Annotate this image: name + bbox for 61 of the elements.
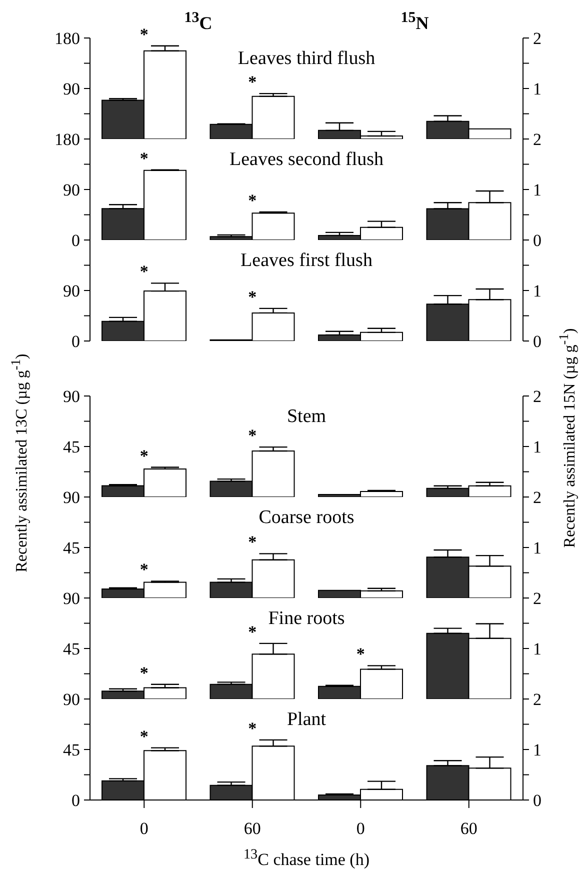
x-axis-title: $^{13}$C chase time (h) — [243, 846, 370, 869]
y2-tick-label: 0 — [533, 791, 542, 810]
y-tick-label: 90 — [63, 282, 80, 301]
annotation: * — [248, 287, 257, 306]
annotation: * — [248, 72, 257, 92]
x-tick-label: 0 — [140, 819, 148, 838]
y2-tick-label: 2 — [533, 130, 542, 150]
text: Fine roots — [268, 608, 345, 629]
text: Leaves first flush — [240, 250, 372, 271]
y2-tick-label: 1 — [533, 538, 542, 558]
text: $^{15}$N — [400, 10, 429, 33]
y2-tick-label: 1 — [533, 640, 542, 659]
annotation: * — [140, 262, 148, 282]
text: Leaves second flush — [229, 149, 384, 170]
x-tick-label: 60 — [460, 819, 478, 838]
y2-tick-label: 0 — [533, 332, 542, 352]
y-tick-label: 90 — [63, 488, 80, 508]
y2-tick-label: 1 — [533, 740, 542, 760]
text: Coarse roots — [258, 507, 354, 528]
y-tick-label: 0 — [72, 332, 80, 352]
annotation: * — [140, 24, 148, 44]
y2-tick-label: 2 — [533, 387, 542, 406]
annotation: * — [248, 532, 257, 552]
y-tick-label: 180 — [54, 130, 80, 150]
y-tick-label: 45 — [63, 640, 80, 659]
y-tick-label: 45 — [63, 438, 80, 457]
y-tick-label: 180 — [54, 29, 80, 48]
annotation: * — [248, 190, 257, 210]
annotation: * — [140, 663, 148, 682]
y2-tick-label: 0 — [533, 231, 542, 250]
y2-tick-label: 1 — [533, 80, 542, 99]
y-tick-label: 90 — [63, 690, 80, 710]
annotation: * — [248, 426, 257, 446]
x-tick-label: 0 — [356, 819, 365, 838]
text: $^{13}$C — [184, 10, 212, 33]
annotation: * — [140, 726, 148, 746]
annotation: * — [140, 148, 148, 168]
y-tick-label: 90 — [63, 387, 80, 406]
y2-tick-label: 1 — [533, 282, 542, 301]
y2-tick-label: 2 — [533, 690, 542, 710]
y-tick-label: 90 — [63, 80, 80, 99]
text: Plant — [286, 709, 326, 730]
y-tick-label: 90 — [63, 589, 80, 608]
y2-tick-label: 1 — [533, 180, 542, 200]
y-tick-label: 90 — [63, 180, 80, 200]
x-tick-label: 60 — [244, 819, 261, 838]
annotation: * — [248, 718, 257, 738]
y2-tick-label: 2 — [533, 488, 542, 508]
y2-tick-label: 1 — [533, 438, 542, 457]
text: Stem — [286, 406, 326, 427]
annotation: * — [356, 644, 365, 664]
y-tick-label: 45 — [63, 740, 80, 760]
y-tick-label: 0 — [72, 231, 80, 250]
annotation: * — [248, 622, 257, 642]
annotation: * — [140, 560, 148, 580]
text: Leaves third flush — [238, 48, 376, 69]
y-tick-label: 45 — [63, 538, 80, 558]
y-tick-label: 0 — [72, 791, 80, 810]
y2-tick-label: 2 — [533, 589, 542, 608]
y2-tick-label: 2 — [533, 29, 542, 48]
annotation: * — [140, 446, 148, 466]
